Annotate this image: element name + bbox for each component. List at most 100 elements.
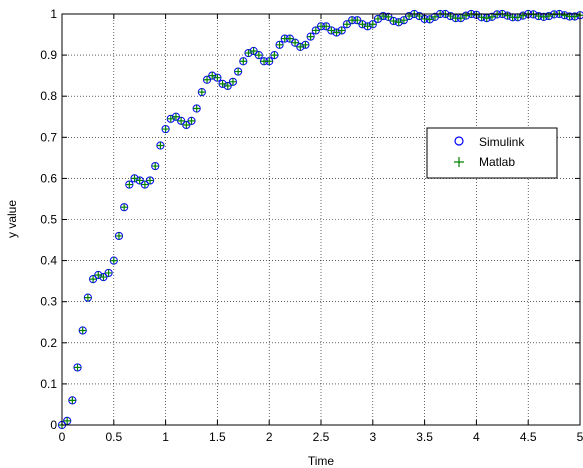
- matlab-point: [477, 13, 486, 21]
- matlab-point: [322, 22, 330, 30]
- matlab-point: [250, 47, 258, 55]
- x-tick-label: 4.5: [520, 430, 537, 444]
- x-tick-label: 2: [266, 430, 273, 444]
- matlab-point: [312, 26, 320, 35]
- matlab-point: [120, 203, 128, 211]
- matlab-point: [483, 14, 491, 22]
- matlab-point: [244, 49, 253, 57]
- matlab-point: [213, 74, 221, 82]
- matlab-point: [332, 28, 341, 37]
- legend-marker-matlab: [454, 157, 464, 167]
- y-tick-label: 0.3: [40, 295, 57, 309]
- matlab-point: [79, 326, 87, 335]
- matlab-point: [307, 33, 315, 41]
- x-tick-label: 3.5: [416, 430, 433, 444]
- matlab-point: [457, 14, 465, 22]
- legend-label-matlab: Matlab: [479, 155, 515, 169]
- matlab-point: [400, 16, 408, 24]
- matlab-point: [229, 78, 237, 86]
- matlab-point: [162, 125, 170, 133]
- y-tick-label: 0: [50, 418, 57, 432]
- y-tick-label: 1: [50, 7, 57, 21]
- matlab-point: [146, 176, 154, 185]
- matlab-point: [338, 26, 346, 35]
- matlab-point: [395, 18, 403, 26]
- matlab-point: [255, 51, 263, 59]
- x-tick-label: 0.5: [105, 430, 122, 444]
- matlab-point: [130, 174, 139, 182]
- legend: Simulink Matlab: [426, 127, 558, 179]
- y-tick-label: 0.5: [40, 213, 57, 227]
- matlab-point: [63, 417, 71, 425]
- matlab-point: [105, 269, 113, 277]
- x-tick-label: 5: [577, 430, 583, 444]
- matlab-point: [193, 104, 201, 113]
- matlab-point: [141, 180, 149, 189]
- matlab-point: [374, 15, 382, 23]
- x-tick-label: 1.5: [209, 430, 226, 444]
- matlab-point: [353, 16, 361, 24]
- matlab-point: [99, 273, 108, 281]
- matlab-point: [358, 20, 367, 28]
- matlab-point: [503, 12, 512, 20]
- matlab-point: [234, 67, 242, 76]
- matlab-point: [115, 232, 123, 240]
- matlab-point: [514, 13, 522, 21]
- y-tick-label: 0.4: [40, 254, 57, 268]
- matlab-point: [224, 82, 232, 90]
- grid: [62, 14, 580, 425]
- x-tick-label: 2.5: [313, 430, 330, 444]
- x-tick-label: 1: [162, 430, 169, 444]
- matlab-point: [301, 41, 310, 49]
- matlab-point: [327, 26, 335, 35]
- ticks: [61, 13, 581, 426]
- matlab-point: [291, 39, 299, 47]
- y-tick-label: 0.8: [40, 89, 57, 103]
- legend-label-simulink: Simulink: [479, 135, 525, 149]
- matlab-point: [343, 20, 351, 28]
- x-axis-label: Time: [308, 454, 335, 468]
- matlab-point: [270, 51, 278, 59]
- tick-labels: 0 0.5 1 1.5 2 2.5 3 3.5 4 4.5 5 0 0.1 0.2 0.3 0.4 0.5 0.6…: [40, 7, 583, 444]
- matlab-point: [125, 180, 133, 189]
- matlab-point: [84, 293, 92, 302]
- matlab-point: [89, 275, 97, 283]
- matlab-point: [462, 12, 470, 20]
- matlab-point: [187, 117, 196, 125]
- matlab-point: [151, 162, 159, 170]
- matlab-point: [519, 12, 527, 20]
- y-axis-label: y value: [5, 200, 19, 238]
- matlab-point: [177, 117, 185, 125]
- matlab-point: [172, 113, 180, 121]
- matlab-point: [265, 57, 273, 65]
- matlab-point: [275, 41, 284, 49]
- y-tick-label: 0.6: [40, 171, 57, 185]
- matlab-point: [218, 80, 227, 88]
- x-tick-label: 0: [59, 430, 66, 444]
- matlab-point: [136, 176, 144, 185]
- y-tick-label: 0.7: [40, 130, 57, 144]
- matlab-point: [560, 11, 569, 19]
- matlab-point: [369, 20, 377, 28]
- matlab-point: [239, 57, 247, 65]
- x-tick-label: 4: [473, 430, 480, 444]
- y-tick-label: 0.2: [40, 336, 57, 350]
- matlab-point: [167, 115, 175, 123]
- matlab-point: [296, 43, 304, 51]
- matlab-point: [286, 35, 294, 43]
- matlab-point: [426, 15, 434, 23]
- matlab-point: [198, 88, 206, 96]
- matlab-point: [203, 76, 211, 84]
- legend-marker-simulink: [454, 136, 464, 146]
- y-tick-label: 0.9: [40, 48, 57, 62]
- matlab-point: [208, 72, 216, 80]
- x-tick-label: 3: [369, 430, 376, 444]
- legend-box: [426, 127, 558, 179]
- matlab-point: [156, 141, 165, 150]
- matlab-point: [68, 396, 76, 404]
- matlab-point: [94, 271, 102, 279]
- matlab-point: [73, 363, 82, 372]
- matlab-point: [182, 121, 190, 129]
- y-tick-label: 0.1: [40, 377, 57, 391]
